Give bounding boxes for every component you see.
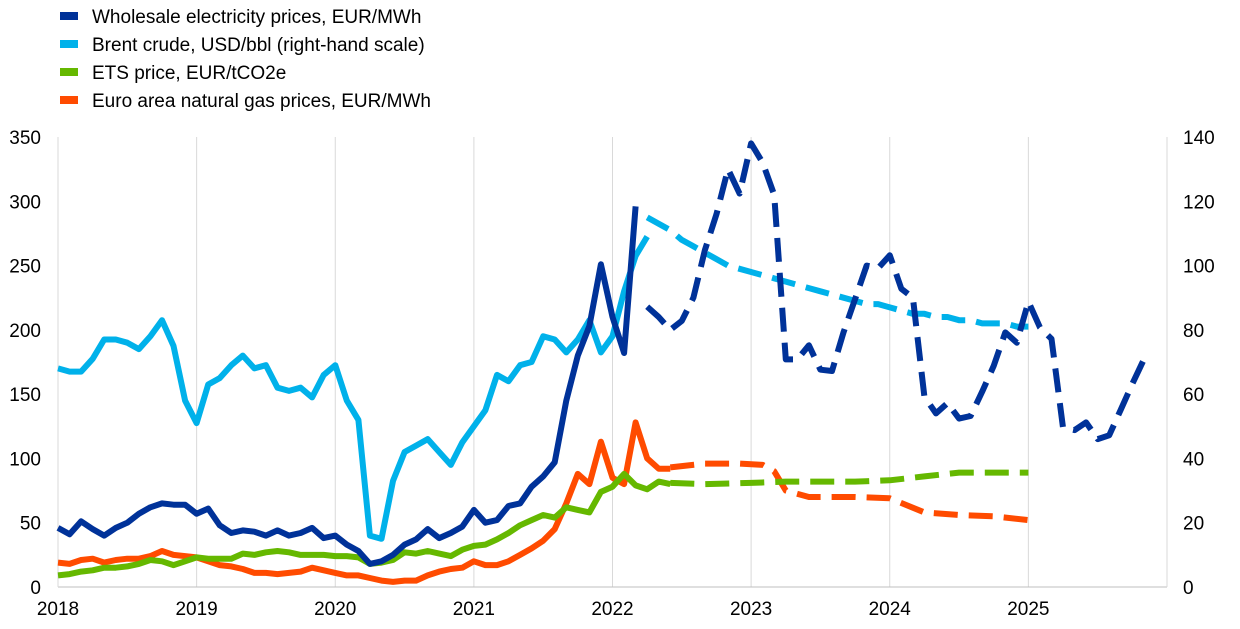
chart-legend: Wholesale electricity prices, EUR/MWh Bre… [60, 7, 431, 112]
series-line-observed [57, 419, 671, 585]
legend-swatch [60, 40, 78, 48]
x-tick-label: 2023 [730, 599, 772, 620]
y-left-tick-label: 350 [9, 128, 41, 149]
series-line-projection [669, 460, 1029, 524]
y-right-tick-label: 140 [1183, 128, 1215, 149]
x-tick-label: 2022 [591, 599, 633, 620]
x-tick-label: 2018 [37, 599, 79, 620]
chart-series [56, 140, 1147, 585]
y-left-tick-label: 250 [9, 257, 41, 278]
y-right-tick-label: 100 [1183, 257, 1215, 278]
series-line-projection [645, 140, 1147, 443]
series-line-projection [670, 469, 1029, 488]
y-right-tick-label: 80 [1183, 321, 1204, 342]
legend-label: Euro area natural gas prices, EUR/MWh [92, 91, 431, 112]
y-right-tick-label: 40 [1183, 449, 1204, 470]
y-left-tick-label: 0 [30, 578, 41, 599]
x-tick-label: 2019 [175, 599, 217, 620]
y-left-tick-label: 150 [9, 385, 41, 406]
chart-gridlines [196, 137, 1029, 587]
series-line-projection [645, 214, 1029, 330]
y-left-tick-label: 200 [9, 321, 41, 342]
series-line-observed [56, 206, 639, 567]
legend-swatch [60, 12, 78, 20]
legend-swatch [60, 68, 78, 76]
y-right-tick-label: 120 [1183, 192, 1215, 213]
chart-axes [57, 137, 1168, 588]
y-right-tick-label: 60 [1183, 385, 1204, 406]
y-left-tick-label: 50 [20, 514, 41, 535]
series-line-observed [57, 235, 650, 542]
x-tick-label: 2021 [453, 599, 495, 620]
x-tick-label: 2025 [1007, 599, 1049, 620]
y-left-tick-label: 100 [9, 449, 41, 470]
legend-label: ETS price, EUR/tCO2e [92, 63, 286, 84]
chart-tick-labels: 2018 2019 2020 2021 2022 2023 2024 202505010015… [9, 128, 1214, 620]
legend-label: Wholesale electricity prices, EUR/MWh [92, 7, 421, 28]
y-left-tick-label: 300 [9, 192, 41, 213]
x-tick-label: 2020 [314, 599, 356, 620]
legend-swatch [60, 96, 78, 104]
y-right-tick-label: 20 [1183, 514, 1204, 535]
legend-label: Brent crude, USD/bbl (right-hand scale) [92, 35, 425, 56]
x-tick-label: 2024 [869, 599, 912, 620]
y-right-tick-label: 0 [1183, 578, 1194, 599]
